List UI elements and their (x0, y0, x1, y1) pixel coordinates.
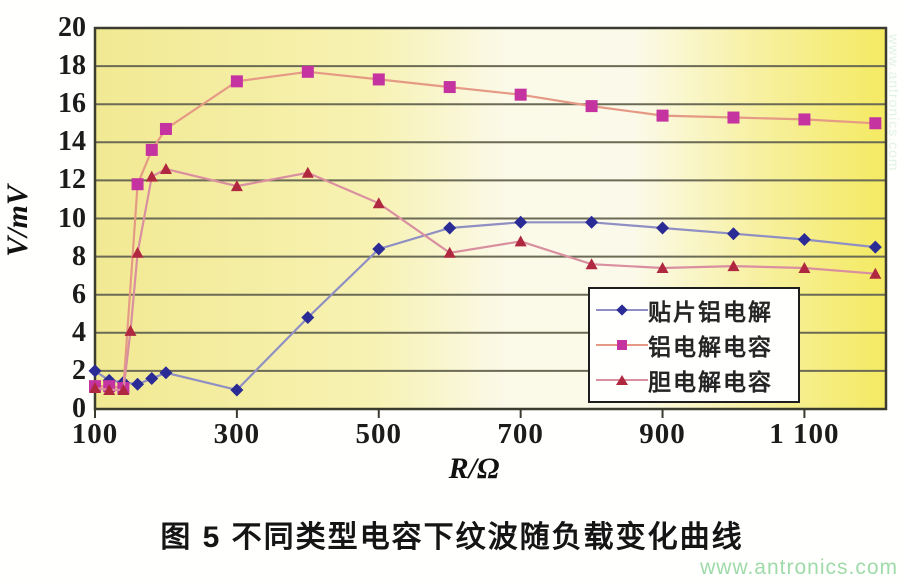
y-tick-label: 16 (58, 88, 86, 120)
series-0 (88, 215, 882, 397)
x-tick-label: 900 (639, 418, 686, 450)
y-tick-label: 12 (58, 164, 86, 196)
y-tick-label: 4 (72, 316, 86, 348)
legend: 贴片铝电解铝电解电容胆电解电容 (588, 287, 800, 403)
legend-item: 胆电解电容 (596, 364, 792, 396)
legend-label: 贴片铝电解 (648, 299, 773, 326)
x-tick-label: 100 (71, 418, 119, 450)
y-tick-label: 6 (72, 278, 86, 310)
legend-item: 贴片铝电解 (596, 294, 792, 326)
triangle-marker-icon (596, 373, 648, 387)
y-tick-label: 8 (72, 240, 86, 272)
diamond-marker-icon (596, 303, 648, 317)
series-2 (89, 162, 882, 395)
square-marker-icon (596, 338, 648, 352)
x-tick-label: 1 100 (769, 418, 840, 450)
x-tick-label: 300 (213, 418, 261, 450)
x-tick-label: 500 (355, 418, 403, 450)
x-tick-label: 700 (497, 418, 544, 450)
y-tick-label: 0 (72, 393, 86, 424)
watermark: www.antronics.com (700, 556, 898, 579)
figure-caption: 图 5 不同类型电容下纹波随负载变化曲线 (160, 521, 744, 554)
y-tick-label: 20 (58, 12, 86, 43)
legend-label: 铝电解电容 (648, 333, 773, 360)
y-axis-label: V/mV (1, 185, 34, 257)
y-tick-label: 18 (58, 50, 86, 82)
y-tick-label: 10 (58, 202, 86, 234)
plot-area (88, 26, 888, 418)
series-1 (89, 65, 882, 395)
legend-label: 胆电解电容 (648, 368, 773, 395)
y-tick-label: 14 (58, 126, 86, 158)
legend-item: 铝电解电容 (596, 329, 792, 361)
y-tick-label: 2 (72, 354, 86, 386)
x-axis-label: R/Ω (448, 452, 500, 485)
side-watermark: www.antronics.com (886, 34, 902, 172)
